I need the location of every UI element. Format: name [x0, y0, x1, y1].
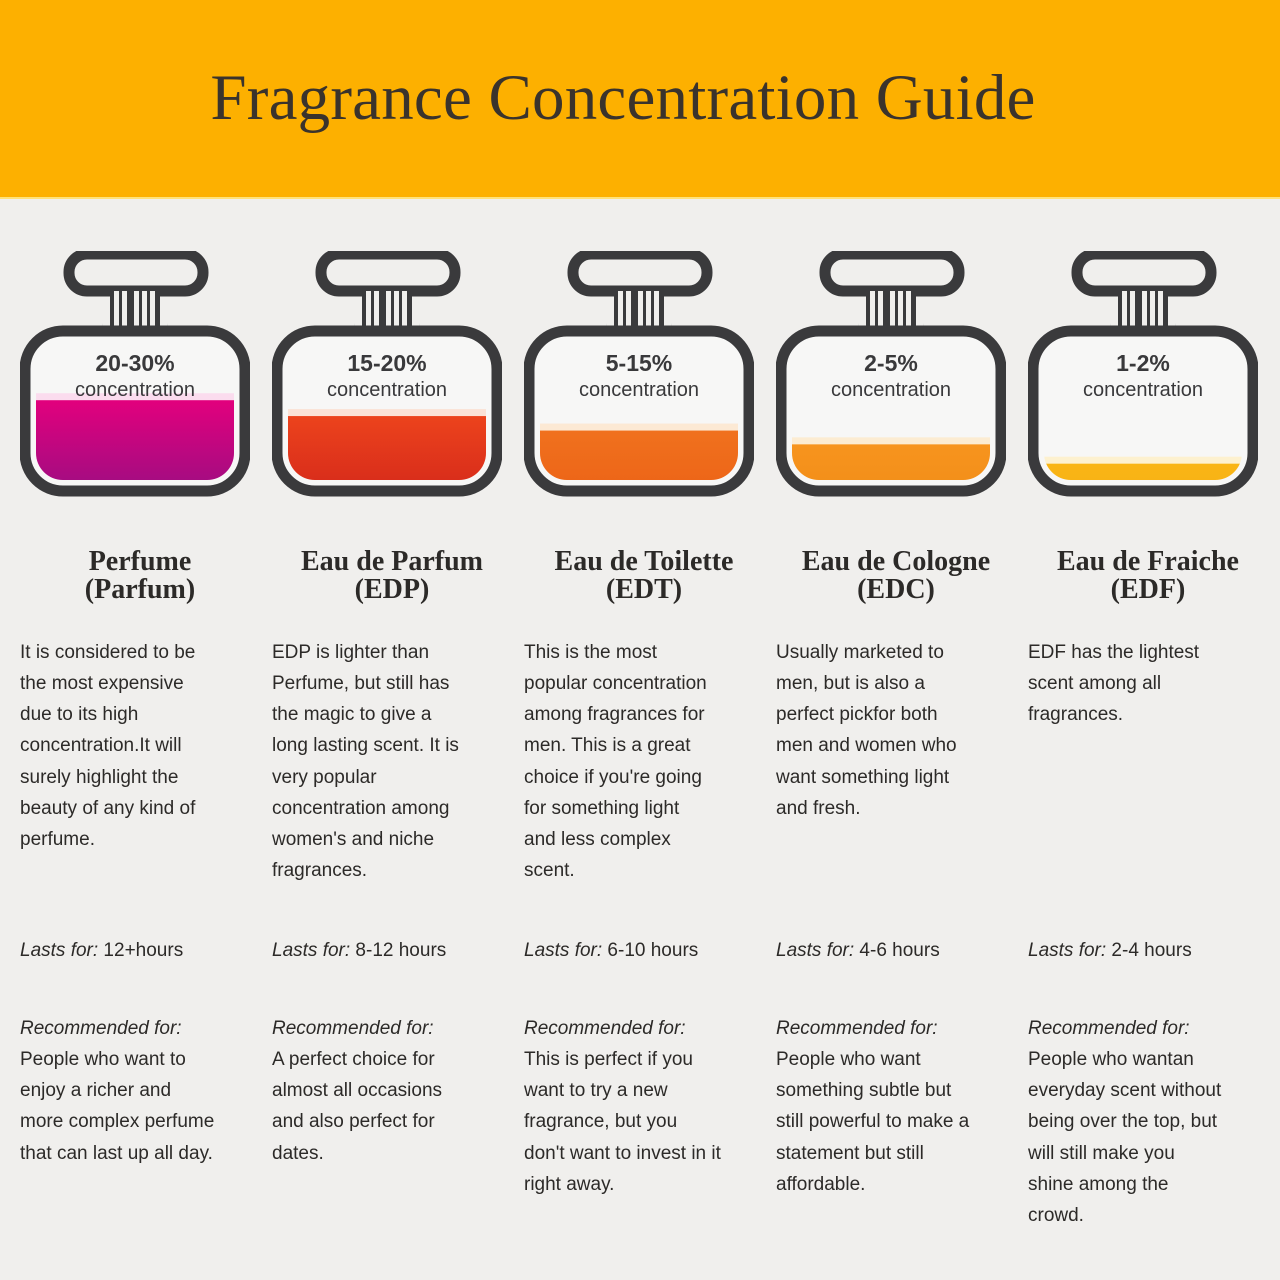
svg-text:concentration: concentration	[831, 379, 951, 401]
svg-text:concentration: concentration	[1083, 379, 1203, 401]
svg-text:20-30%: 20-30%	[95, 350, 174, 376]
svg-text:concentration: concentration	[327, 379, 447, 401]
svg-text:1-2%: 1-2%	[1116, 350, 1170, 376]
svg-text:2-5%: 2-5%	[864, 350, 918, 376]
svg-text:15-20%: 15-20%	[347, 350, 426, 376]
svg-text:5-15%: 5-15%	[606, 350, 672, 376]
svg-text:concentration: concentration	[579, 379, 699, 401]
svg-text:concentration: concentration	[75, 379, 195, 401]
